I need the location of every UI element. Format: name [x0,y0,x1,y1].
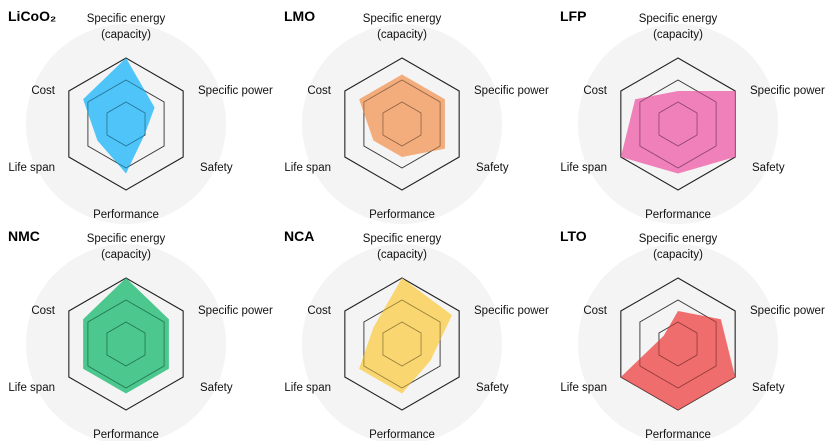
axis-label-specific-power: Specific power [198,85,273,97]
axis-label-cost: Cost [583,85,607,97]
axis-label-specific-power: Specific power [198,305,273,317]
axis-label-life-span: Life span [560,162,607,174]
axis-label-performance: Performance [93,209,159,221]
axis-label-capacity: (capacity) [101,29,151,41]
grid-hexagon-overlay [639,79,717,169]
axis-label-life-span: Life span [284,382,331,394]
axis-label-capacity: (capacity) [101,249,151,261]
axis-label-safety: Safety [200,162,233,174]
axis-label-specific-power: Specific power [750,305,825,317]
radar-panel: Specific energy (capacity) Specific power S… [0,0,276,224]
axis-label-safety: Safety [476,382,509,394]
axis-label-cost: Cost [307,85,331,97]
grid-hexagon [344,277,460,411]
chart-title: LTO [560,228,587,244]
radar-panel: Specific energy (capacity) Specific power S… [276,0,552,224]
axis-label-capacity: (capacity) [377,29,427,41]
grid-hexagon-overlay [363,79,441,169]
chart-title: NMC [8,228,40,244]
grid-hexagon-overlay [382,101,422,147]
axis-label-safety: Safety [476,162,509,174]
grid-hexagon-overlay [363,299,441,389]
grid-hexagon-overlay [382,321,422,367]
grid-hexagon-overlay [106,101,146,147]
axis-label-specific-energy: Specific energy [639,13,718,25]
radar-panel: Specific energy (capacity) Specific power S… [0,220,276,441]
axis-label-specific-energy: Specific energy [363,233,442,245]
axis-label-capacity: (capacity) [653,29,703,41]
radar-panel: Specific energy (capacity) Specific power S… [552,0,828,224]
chart-title: LMO [284,8,316,24]
axis-label-cost: Cost [583,305,607,317]
axis-label-performance: Performance [369,429,435,441]
grid-hexagon-overlay [87,299,165,389]
chart-title: LiCoO₂ [8,8,57,24]
axis-label-specific-power: Specific power [474,305,549,317]
grid-hexagon-overlay [658,321,698,367]
radar-svg: Specific energy (capacity) Specific power S… [284,233,549,441]
axis-label-life-span: Life span [8,162,55,174]
chart-title: NCA [284,228,315,244]
axis-label-capacity: (capacity) [653,249,703,261]
grid-hexagon [344,57,460,191]
radar-svg: Specific energy (capacity) Specific power S… [284,13,549,224]
axis-label-cost: Cost [31,305,55,317]
axis-label-safety: Safety [752,382,785,394]
chart-title: LFP [560,8,587,24]
axis-label-specific-energy: Specific energy [363,13,442,25]
grid-hexagon-overlay [658,101,698,147]
axis-label-capacity: (capacity) [377,249,427,261]
data-polygon [359,278,453,394]
axis-label-specific-energy: Specific energy [87,13,166,25]
axis-label-life-span: Life span [560,382,607,394]
grid-hexagon-overlay [639,299,717,389]
radar-panel: Specific energy (capacity) Specific power S… [552,220,828,441]
grid-hexagon [68,277,184,411]
axis-label-specific-power: Specific power [750,85,825,97]
data-polygon [620,91,736,174]
axis-label-performance: Performance [369,209,435,221]
data-polygon [359,74,445,157]
radar-svg: Specific energy (capacity) Specific power S… [8,13,273,224]
axis-label-safety: Safety [752,162,785,174]
radar-svg: Specific energy (capacity) Specific power S… [560,233,825,441]
axis-label-cost: Cost [307,305,331,317]
axis-label-safety: Safety [200,382,233,394]
radar-svg: Specific energy (capacity) Specific power S… [8,233,273,441]
axis-label-performance: Performance [645,429,711,441]
radar-panel: Specific energy (capacity) Specific power S… [276,220,552,441]
axis-label-specific-power: Specific power [474,85,549,97]
axis-label-specific-energy: Specific energy [87,233,166,245]
data-polygon [620,311,736,410]
data-polygon [83,278,169,394]
axis-label-life-span: Life span [8,382,55,394]
grid-hexagon-overlay [106,321,146,367]
data-polygon [83,58,155,174]
radar-svg: Specific energy (capacity) Specific power S… [560,13,825,224]
axis-label-performance: Performance [93,429,159,441]
axis-label-life-span: Life span [284,162,331,174]
axis-label-performance: Performance [645,209,711,221]
axis-label-cost: Cost [31,85,55,97]
axis-label-specific-energy: Specific energy [639,233,718,245]
grid-hexagon [68,57,184,191]
grid-hexagon-overlay [87,79,165,169]
